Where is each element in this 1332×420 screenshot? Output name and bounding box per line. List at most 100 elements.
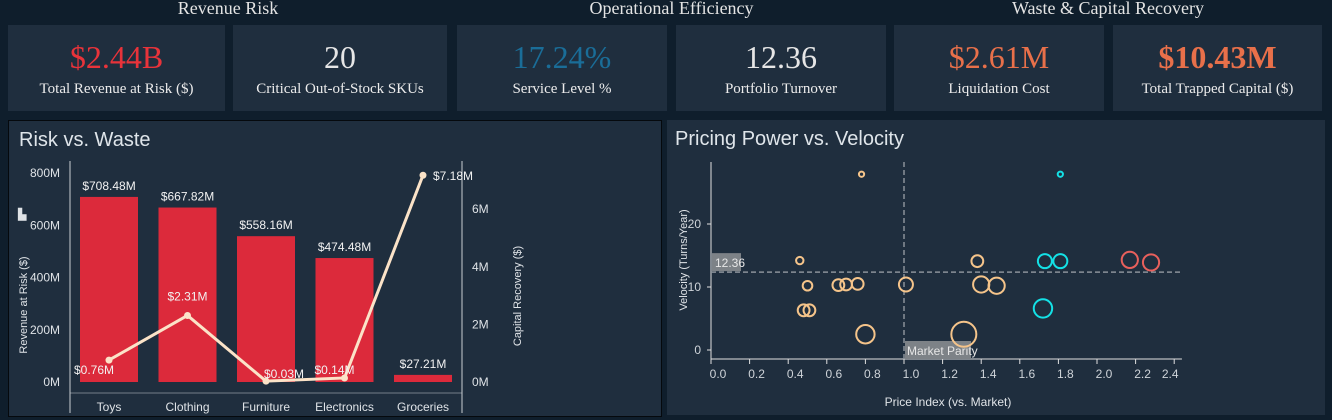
kpi-card: 12.36 Portfolio Turnover [676, 25, 886, 111]
kpi-label: Critical Out-of-Stock SKUs [256, 81, 424, 97]
scatter-point [970, 254, 985, 269]
bar-chart-icon: ▙ [17, 207, 27, 221]
group-title-revenue-risk: Revenue Risk [177, 0, 279, 18]
y-tick-label: 10 [688, 280, 702, 294]
kpi-card: $2.44B Total Revenue at Risk ($) [8, 25, 225, 111]
line-data-label: $2.31M [167, 289, 207, 303]
x-tick-label: 1.8 [1057, 367, 1074, 381]
kpi-card: 17.24% Service Level % [457, 25, 667, 111]
line-data-label: $0.03M [264, 367, 304, 381]
kpi-value: $10.43M [1158, 39, 1277, 75]
category-label: Furniture [242, 400, 290, 414]
right-tick-label: 2M [472, 317, 489, 331]
scatter-point [897, 276, 914, 293]
kpi-label: Total Revenue at Risk ($) [39, 81, 194, 97]
kpi-card: $2.61M Liquidation Cost [894, 25, 1104, 111]
bar-electronics [315, 258, 374, 382]
left-tick-label: 800M [30, 166, 60, 180]
x-tick-label: 1.4 [980, 367, 997, 381]
left-tick-label: 600M [30, 218, 60, 232]
right-axis-title: Capital Recovery ($) [512, 246, 524, 346]
x-tick-label: 2.4 [1162, 367, 1179, 381]
scatter-point [1120, 250, 1139, 270]
risk-vs-waste-panel: Risk vs. Waste 0M 200M 400M 600M 800M 0M 2M 4M 6… [8, 120, 662, 417]
group-title-operational-efficiency: Operational Efficiency [589, 0, 754, 18]
category-label: Clothing [165, 400, 209, 414]
pricing-velocity-panel: Pricing Power vs. Velocity 0.0 0.2 0.4 0.6 0… [667, 120, 1325, 415]
y-axis-title: Velocity (Turns/Year) [678, 209, 690, 310]
kpi-label: Liquidation Cost [948, 81, 1050, 97]
kpi-value: 12.36 [745, 39, 817, 75]
pricing-velocity-chart: 0.0 0.2 0.4 0.6 0.8 1.0 1.2 1.4 1.6 1.8 2.0 2.2 2.4 0… [678, 162, 1182, 409]
scatter-point [950, 320, 978, 348]
left-tick-label: 0M [43, 375, 60, 389]
category-label: Electronics [315, 400, 374, 414]
market-parity-label: Market Parity [907, 344, 978, 358]
x-tick-label: 0.4 [787, 367, 804, 381]
scatter-point [857, 170, 866, 178]
scatter-point [1141, 253, 1161, 272]
line-point [262, 377, 270, 385]
scatter-point [1056, 170, 1064, 178]
kpi-label: Portfolio Turnover [724, 81, 838, 97]
right-tick-label: 0M [472, 375, 489, 389]
kpi-label: Service Level % [512, 81, 612, 97]
scatter-point [850, 276, 865, 291]
bar-groceries [394, 374, 452, 382]
x-tick-label: 0.2 [748, 367, 765, 381]
bar-data-label: $708.48M [82, 179, 135, 193]
x-tick-label: 0.0 [710, 367, 727, 381]
group-title-waste-capital: Waste & Capital Recovery [1012, 0, 1204, 18]
x-tick-label: 0.8 [864, 367, 881, 381]
scatter-point [796, 303, 811, 318]
scatter-point [801, 279, 814, 292]
line-data-label: $0.76M [74, 363, 114, 377]
kpi-value: $2.61M [948, 39, 1050, 75]
kpi-card: $10.43M Total Trapped Capital ($) [1113, 25, 1322, 111]
x-tick-label: 1.6 [1018, 367, 1035, 381]
left-tick-label: 400M [30, 271, 60, 285]
kpi-value: $2.44B [69, 39, 164, 75]
y-tick-label: 0 [694, 343, 701, 357]
x-axis-title: Price Index (vs. Market) [885, 395, 1012, 409]
right-tick-label: 6M [472, 202, 489, 216]
left-tick-label: 200M [30, 323, 60, 337]
category-label: Toys [97, 400, 122, 414]
turnover-reference-label: 12.36 [715, 256, 745, 270]
scatter-point [987, 276, 1006, 295]
bar-data-label: $474.48M [318, 240, 371, 254]
scatter-point [855, 324, 876, 345]
left-axis-title: Revenue at Risk ($) [18, 256, 30, 353]
bar-data-label: $27.21M [400, 357, 447, 371]
bar-data-label: $558.16M [239, 218, 292, 232]
bar-furniture [237, 236, 295, 382]
x-tick-label: 1.2 [941, 367, 958, 381]
x-tick-label: 0.6 [825, 367, 842, 381]
x-tick-label: 2.2 [1134, 367, 1151, 381]
scatter-point [795, 255, 805, 266]
turnover-label-bg [712, 253, 741, 272]
bar-data-label: $667.82M [161, 190, 214, 204]
line-data-label: $7.18M [433, 169, 473, 183]
line-point [341, 374, 348, 382]
x-tick-label: 2.0 [1096, 367, 1113, 381]
scatter-point [831, 278, 846, 293]
x-tick-label: 1.0 [903, 367, 920, 381]
line-data-label: $0.14M [314, 363, 354, 377]
market-parity-label-bg [905, 341, 971, 359]
kpi-value: 17.24% [512, 39, 612, 75]
scatter-point [1052, 253, 1069, 270]
scatter-point [972, 275, 991, 294]
category-label: Groceries [397, 400, 449, 414]
kpi-value: 20 [324, 39, 356, 75]
kpi-label: Total Trapped Capital ($) [1141, 81, 1294, 97]
line-point [419, 171, 427, 179]
bar-toys [80, 196, 138, 382]
risk-vs-waste-chart: 0M 200M 400M 600M 800M 0M 2M 4M 6M Revenue at Ris… [17, 161, 524, 414]
pricing-velocity-title: Pricing Power vs. Velocity [675, 128, 904, 150]
scatter-point [1036, 253, 1053, 270]
bar-clothing [158, 207, 217, 382]
scatter-point [802, 303, 817, 318]
risk-vs-waste-title: Risk vs. Waste [19, 129, 151, 151]
line-point [105, 356, 113, 364]
